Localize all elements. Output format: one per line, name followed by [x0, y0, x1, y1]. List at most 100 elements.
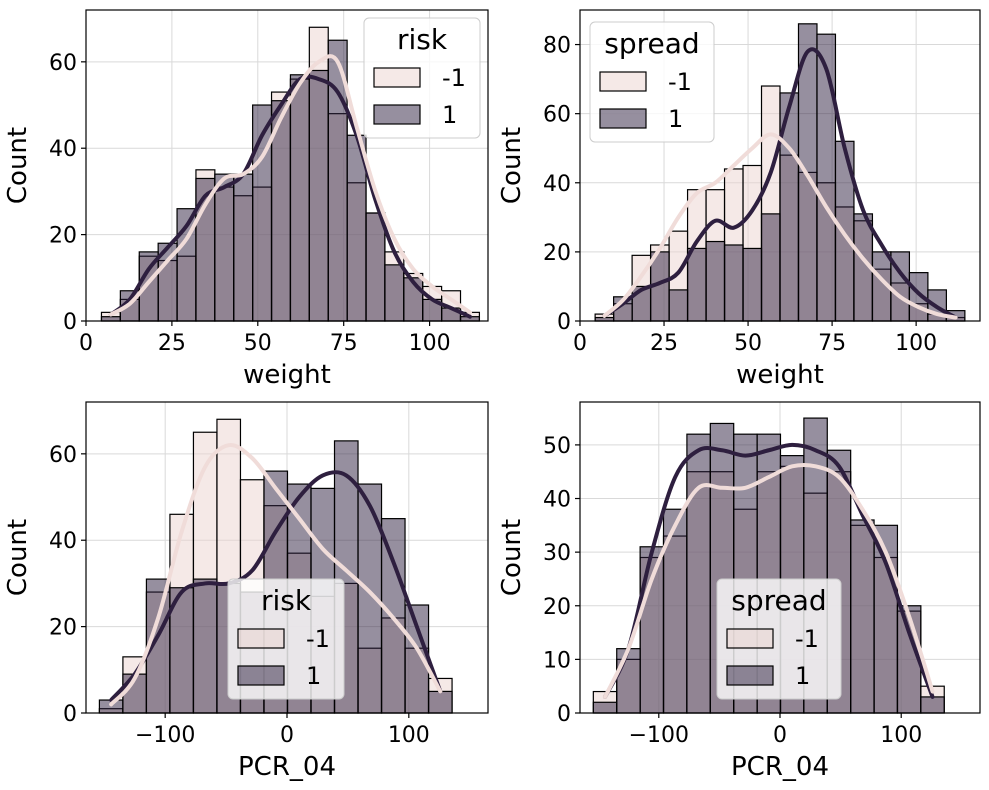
histogram-bar: [816, 33, 837, 322]
kde-line-pos1: [109, 470, 443, 703]
legend-swatch: [237, 665, 285, 686]
histogram-bar: [686, 247, 707, 322]
y-tick-label: 0: [63, 310, 77, 335]
legend-entry: -1: [442, 64, 466, 92]
histogram-bar: [760, 213, 781, 322]
kde-line-neg1: [109, 443, 443, 707]
y-tick-label: 60: [543, 103, 571, 128]
y-axis-label: Count: [3, 519, 33, 596]
x-axis-label: weight: [736, 360, 824, 390]
y-tick-label: 10: [543, 648, 571, 673]
kde-line-pos1: [603, 442, 935, 699]
legend-title: risk: [261, 584, 312, 617]
y-tick-label: 40: [543, 172, 571, 197]
histogram-bar: [705, 240, 726, 322]
y-tick-label: 40: [543, 488, 571, 513]
legend-swatch: [237, 628, 285, 649]
legend-entry: -1: [306, 625, 330, 653]
x-tick-label: 0: [79, 331, 93, 356]
y-tick-label: 20: [543, 595, 571, 620]
histogram-bar: [308, 69, 329, 322]
y-tick-label: 20: [49, 616, 77, 641]
y-axis-label: Count: [3, 127, 33, 204]
x-tick-label: 75: [330, 331, 358, 356]
x-tick-label: 75: [818, 331, 846, 356]
legend: spread -1 1: [716, 578, 842, 700]
x-tick-label: 100: [409, 331, 451, 356]
legend-swatch: [373, 67, 421, 88]
histogram-bar: [100, 316, 121, 322]
legend: risk -1 1: [227, 578, 345, 700]
x-axis-label: PCR_04: [238, 752, 336, 782]
chart-panel-2: 0 25 50 75 100 0 20 40 60 80 weight Count spread -1 1: [497, 9, 981, 390]
histogram-bar: [686, 433, 711, 714]
legend-swatch: [373, 104, 421, 125]
legend-swatch: [726, 628, 774, 649]
chart-panel-1: 0 25 50 75 100 0 20 40 60 weight Count risk -1 1: [3, 9, 489, 390]
x-tick-label: 0: [573, 331, 587, 356]
x-tick-label: 25: [650, 331, 678, 356]
histogram-bar: [192, 578, 218, 714]
x-tick-label: 100: [880, 723, 922, 748]
legend-entry: -1: [795, 625, 819, 653]
x-tick-label: 0: [280, 723, 294, 748]
plot-frame: [85, 9, 489, 322]
histogram-bar: [195, 177, 216, 322]
x-tick-label: 0: [773, 723, 787, 748]
chart-panel-3: −100 0 100 0 20 40 60 PCR_04 Count risk -1 1: [3, 401, 489, 782]
legend-swatch: [599, 71, 647, 92]
x-tick-label: 25: [158, 331, 186, 356]
y-axis-label: Count: [497, 519, 527, 596]
y-axis-label: Count: [497, 127, 527, 204]
legend-entry: 1: [668, 105, 683, 133]
y-tick-label: 0: [557, 310, 571, 335]
legend-title: spread: [604, 27, 699, 60]
bars-series-pos1: [100, 39, 481, 322]
x-axis-label: PCR_04: [731, 752, 829, 782]
histogram-bar: [850, 519, 875, 714]
y-tick-label: 20: [49, 224, 77, 249]
plot-frame: [579, 9, 981, 322]
y-tick-label: 30: [543, 541, 571, 566]
legend-entry: 1: [795, 662, 810, 690]
chart-panel-4: −100 0 100 0 10 20 30 40 50 PCR_04 Count spread -1 1: [497, 401, 981, 782]
histogram-bar: [233, 173, 254, 322]
histogram-bar: [639, 546, 665, 714]
x-axis-label: weight: [243, 360, 331, 390]
histogram-bar: [723, 244, 744, 322]
histogram-bar: [592, 701, 618, 714]
histogram-bar: [427, 690, 453, 714]
x-tick-label: 50: [244, 331, 272, 356]
legend: spread -1 1: [589, 21, 715, 143]
kde-line-pos1: [602, 47, 958, 320]
y-tick-label: 80: [543, 34, 571, 59]
y-tick-label: 0: [557, 702, 571, 727]
legend-title: spread: [731, 584, 826, 617]
legend-swatch: [726, 665, 774, 686]
histogram-bar: [384, 264, 405, 322]
legend-entry: 1: [306, 662, 321, 690]
y-tick-label: 20: [543, 241, 571, 266]
x-tick-label: 50: [734, 331, 762, 356]
histogram-bar: [214, 173, 235, 322]
legend-title: risk: [397, 23, 448, 56]
histogram-bar: [920, 696, 945, 714]
histogram-bar: [616, 648, 641, 714]
y-tick-label: 60: [49, 51, 77, 76]
histogram-bar: [365, 212, 386, 322]
kde-line-neg1: [602, 132, 958, 320]
kde-line-pos1: [108, 74, 472, 319]
x-tick-label: 100: [388, 723, 430, 748]
y-tick-label: 40: [49, 529, 77, 554]
kde-line-neg1: [603, 463, 935, 699]
y-tick-label: 60: [49, 443, 77, 468]
legend: risk -1 1: [363, 17, 481, 139]
x-tick-label: −100: [135, 723, 195, 748]
y-tick-label: 50: [543, 434, 571, 459]
legend-swatch: [599, 108, 647, 129]
histogram-bar: [742, 247, 763, 322]
legend-entry: -1: [668, 68, 692, 96]
histogram-bar: [668, 289, 689, 322]
histogram-bar: [289, 74, 310, 322]
